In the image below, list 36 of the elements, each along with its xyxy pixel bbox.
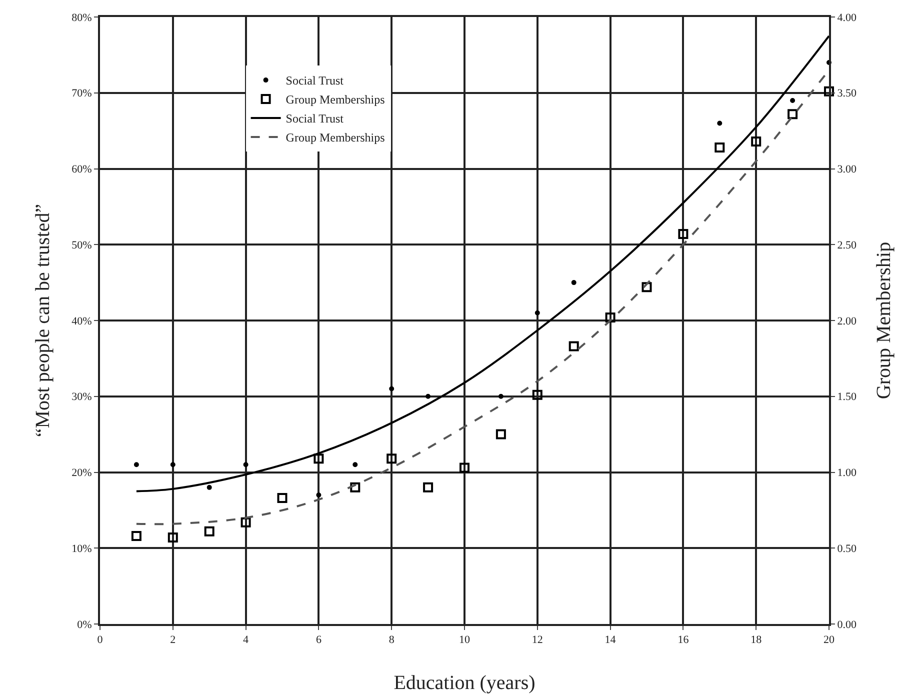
legend-label: Group Memberships bbox=[286, 92, 386, 107]
x-tick-label: 16 bbox=[678, 634, 690, 646]
x-tick-label: 4 bbox=[243, 634, 250, 646]
x-tick-label: 14 bbox=[604, 634, 616, 646]
y-tick-label: 10% bbox=[72, 542, 92, 555]
legend-label: Social Trust bbox=[286, 74, 344, 88]
legend-label: Group Memberships bbox=[286, 130, 386, 145]
y2-tick-label: 1.00 bbox=[837, 467, 857, 480]
y-tick-label: 20% bbox=[72, 467, 92, 480]
y2-tick-label: 3.50 bbox=[837, 88, 857, 100]
y2-tick-label: 2.50 bbox=[837, 239, 857, 252]
x-axis-title: Education (years) bbox=[394, 672, 536, 694]
y-axis-title: “Most people can be trusted” bbox=[32, 204, 54, 438]
x-tick-label: 8 bbox=[388, 634, 395, 646]
y2-tick-label: 2.00 bbox=[837, 315, 857, 328]
y2-tick-label: 4.00 bbox=[837, 12, 857, 24]
x-tick-label: 10 bbox=[459, 634, 470, 646]
x-tick-label: 6 bbox=[316, 634, 322, 646]
x-tick-label: 2 bbox=[170, 634, 176, 646]
x-tick-label: 18 bbox=[750, 634, 762, 646]
legend-label: Social Trust bbox=[286, 112, 344, 126]
y2-tick-label: 3.00 bbox=[837, 164, 857, 176]
y-tick-label: 80% bbox=[72, 12, 92, 24]
x-tick-label: 0 bbox=[97, 634, 104, 646]
y-tick-label: 70% bbox=[72, 88, 92, 100]
y-tick-label: 60% bbox=[72, 164, 92, 176]
y-tick-label: 0% bbox=[77, 618, 92, 631]
y2-axis-title: Group Membership bbox=[873, 242, 895, 400]
y-tick-label: 50% bbox=[72, 239, 92, 252]
y2-tick-label: 0.50 bbox=[837, 542, 857, 555]
y2-tick-label: 1.50 bbox=[837, 391, 857, 404]
y-tick-label: 40% bbox=[72, 315, 92, 328]
y2-tick-label: 0.00 bbox=[837, 618, 857, 631]
y-tick-label: 30% bbox=[72, 391, 92, 404]
x-tick-label: 12 bbox=[532, 634, 543, 646]
x-tick-label: 20 bbox=[824, 634, 835, 646]
